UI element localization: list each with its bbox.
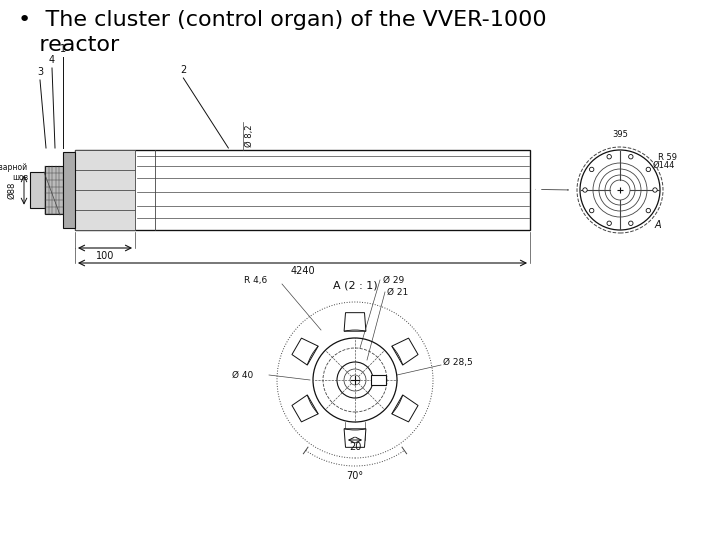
Circle shape (646, 208, 650, 213)
Circle shape (646, 167, 650, 172)
Circle shape (582, 188, 588, 192)
Text: 395: 395 (612, 130, 628, 139)
Text: R 4,6: R 4,6 (244, 275, 267, 285)
Text: Сварной: Сварной (0, 164, 28, 172)
Text: 70°: 70° (346, 471, 364, 481)
Text: 20: 20 (348, 442, 361, 452)
Text: R 59: R 59 (658, 152, 677, 161)
Text: 4: 4 (49, 55, 55, 65)
Text: 4240: 4240 (290, 266, 315, 276)
Bar (75, 150, 530, 230)
Text: Ø88: Ø88 (7, 181, 17, 199)
Circle shape (590, 167, 594, 172)
Text: A: A (655, 220, 662, 230)
Polygon shape (292, 395, 318, 422)
Circle shape (607, 221, 611, 226)
Text: φ: φ (379, 377, 384, 383)
Bar (45, 166, 63, 214)
Bar (75, 170, 135, 190)
Polygon shape (344, 313, 366, 331)
Text: 100: 100 (96, 251, 114, 261)
Text: шов: шов (12, 172, 28, 181)
Circle shape (607, 154, 611, 159)
Text: A: A (535, 189, 568, 190)
Circle shape (590, 208, 594, 213)
Text: Ø 8,2: Ø 8,2 (246, 125, 254, 147)
Text: 1: 1 (60, 44, 66, 54)
Bar (63, 152, 75, 227)
Circle shape (653, 188, 657, 192)
Text: Ø 40: Ø 40 (232, 370, 253, 380)
Polygon shape (344, 429, 366, 447)
Text: 3: 3 (37, 67, 43, 77)
Text: Ø144: Ø144 (653, 160, 675, 170)
Text: Ø 29: Ø 29 (383, 275, 404, 285)
Polygon shape (392, 395, 418, 422)
Bar (371, 375, 386, 385)
Text: Ø 28,5: Ø 28,5 (443, 357, 473, 367)
Text: •  The cluster (control organ) of the VVER-1000: • The cluster (control organ) of the VVE… (18, 10, 546, 30)
Circle shape (629, 221, 633, 226)
Bar (75, 190, 135, 210)
Text: A (2 : 1): A (2 : 1) (333, 280, 377, 290)
Text: 2: 2 (180, 65, 186, 75)
Bar (30, 172, 45, 207)
Text: Ø 21: Ø 21 (387, 287, 408, 296)
Circle shape (629, 154, 633, 159)
Bar (75, 150, 135, 170)
Bar (75, 210, 135, 230)
Polygon shape (292, 338, 318, 365)
Polygon shape (392, 338, 418, 365)
Text: reactor: reactor (18, 35, 120, 55)
